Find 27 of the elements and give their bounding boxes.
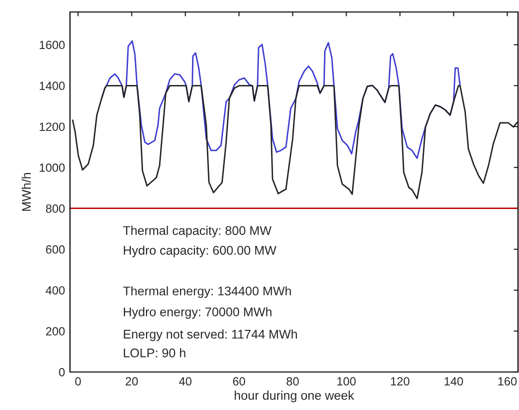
x-axis-title: hour during one week [234, 390, 354, 402]
y-tick-label: 800 [46, 204, 65, 213]
y-tick-label: 600 [46, 245, 65, 254]
annotation: Hydro capacity: 600.00 MW [124, 246, 276, 258]
y-tick-label: 1600 [40, 40, 65, 50]
annotation: Thermal energy: 134400 MWh [123, 286, 291, 298]
line-series [72, 84, 518, 200]
x-tick-label: 120 [391, 377, 410, 386]
x-tick-label: 160 [498, 377, 517, 386]
x-tick-label: 80 [286, 377, 299, 386]
y-tick-label: 1200 [40, 122, 65, 131]
annotation: Hydro energy: 70000 MWh [124, 307, 272, 319]
x-tick-label: 40 [179, 377, 192, 386]
annotation: Energy not served: 11744 MWh [124, 329, 297, 342]
y-tick-label: 1400 [40, 82, 65, 90]
x-tick-label: 60 [233, 377, 246, 386]
y-tick-label: 400 [46, 286, 65, 295]
y-tick-label: 200 [46, 327, 65, 336]
y-axis-title: MWh/h [22, 173, 31, 211]
x-tick-label: 100 [337, 377, 356, 386]
y-tick-label: 1000 [40, 163, 65, 172]
annotation: LOLP: 90 h [124, 348, 186, 358]
x-tick-label: 20 [126, 377, 138, 386]
annotation: Thermal capacity: 800 MW [123, 226, 272, 238]
x-tick-label: 140 [444, 377, 464, 386]
y-tick-label: 0 [59, 368, 65, 376]
x-tick-label: 0 [75, 377, 81, 386]
